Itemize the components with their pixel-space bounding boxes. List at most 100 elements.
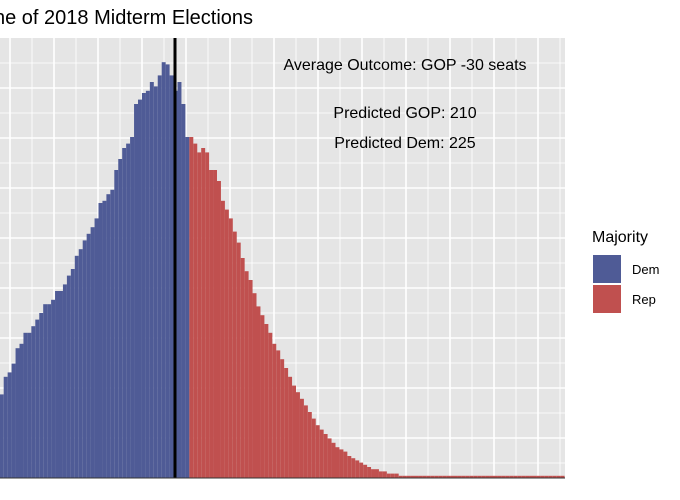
histogram-bar-dem [165,64,170,479]
histogram-bar-rep [351,458,356,478]
histogram-bars [0,62,565,479]
histogram-bar-dem [138,99,142,478]
legend: Majority Dem Rep [592,229,659,313]
histogram-bar-rep [536,475,541,478]
histogram-bar-rep [264,324,269,478]
histogram-bar-rep [418,475,423,478]
histogram-bar-rep [529,475,533,478]
average-outcome-annotation: Average Outcome: GOP -30 seats [283,57,526,74]
histogram-bar-dem [118,159,123,478]
histogram-bar-dem [169,75,174,479]
histogram-bar-rep [465,475,470,478]
histogram-bar-dem [27,332,32,478]
histogram-bar-dem [3,376,8,478]
histogram-bar-rep [406,475,411,478]
histogram-bar-rep [544,475,549,478]
histogram-bar-dem [161,62,166,478]
histogram-bar-rep [272,343,277,478]
histogram-bar-dem [94,218,99,478]
histogram-bar-rep [201,148,206,478]
histogram-bar-rep [268,332,273,478]
histogram-bar-rep [390,473,395,478]
histogram-bar-dem [114,170,119,478]
histogram-bar-dem [74,255,79,478]
histogram-bar-dem [78,249,83,478]
histogram-bar-rep [256,306,261,478]
histogram-bar-rep [292,385,296,478]
predicted-gop-annotation: Predicted GOP: 210 [333,105,476,122]
histogram-bar-dem [59,291,63,478]
histogram-bar-rep [481,475,486,478]
histogram-bar-rep [509,475,514,478]
histogram-bar-rep [319,429,324,478]
histogram-bar-rep [497,475,502,478]
histogram-bar-rep [454,475,458,478]
histogram-bar-rep [343,451,348,478]
histogram-bar-rep [560,475,565,478]
histogram-bar-rep [442,475,447,478]
histogram-bar-dem [51,299,56,478]
histogram-bar-rep [402,475,407,478]
histogram-bar-dem [15,348,20,478]
histogram-bar-rep [521,475,526,478]
histogram-bar-rep [197,152,202,478]
histogram-bar-dem [66,275,71,478]
predicted-dem-annotation: Predicted Dem: 225 [334,135,476,152]
histogram-bar-rep [299,398,304,478]
histogram-bar-rep [386,473,391,478]
histogram-bar-dem [31,326,36,478]
histogram-bar-rep [323,434,328,478]
histogram-bar-rep [209,170,214,478]
histogram-bar-rep [375,469,379,478]
histogram-bar-dem [43,304,48,478]
histogram-bar-rep [513,475,518,478]
histogram-bar-rep [552,475,557,478]
histogram-bar-rep [485,475,490,478]
histogram-bar-rep [252,293,257,478]
legend-label-rep: Rep [632,292,656,307]
histogram-bar-rep [501,475,506,478]
histogram-bar-rep [371,469,375,478]
histogram-bar-rep [276,350,281,478]
histogram-bar-dem [145,90,150,479]
histogram-bar-dem [181,104,186,478]
histogram-bar-dem [70,269,75,478]
histogram-bar-rep [327,438,332,478]
histogram-bar-dem [122,148,127,478]
histogram-bar-rep [422,475,427,478]
histogram-bar-dem [19,343,24,478]
histogram-bar-dem [62,284,67,478]
histogram-bar-rep [193,143,198,478]
histogram-bar-dem [0,394,4,478]
histogram-bar-dem [130,137,135,478]
histogram-bar-rep [556,475,561,478]
histogram-bar-rep [303,405,308,478]
histogram-bar-rep [525,475,530,478]
histogram-bar-rep [477,475,482,478]
legend-swatch-dem [593,255,621,283]
histogram-bar-rep [244,271,249,478]
histogram-bar-rep [367,467,372,478]
histogram-bar-dem [39,313,44,478]
histogram-bar-rep [359,462,364,478]
histogram-bar-rep [540,475,545,478]
histogram-bar-rep [311,418,316,478]
histogram-bar-dem [141,93,146,478]
histogram-bar-rep [347,456,352,478]
histogram-bar-rep [398,475,403,478]
histogram-bar-rep [430,475,435,478]
histogram-bar-dem [90,227,95,478]
histogram-bar-rep [469,475,474,478]
histogram-bar-rep [410,475,415,478]
histogram-bar-dem [177,82,182,478]
histogram-bar-rep [382,471,387,478]
histogram-bar-rep [548,475,553,478]
histogram-bar-dem [82,240,87,478]
histogram-bar-dem [149,82,154,478]
histogram-bar-rep [457,475,462,478]
histogram-bar-rep [335,447,340,478]
legend-title: Majority [592,229,648,246]
histogram-bar-rep [189,137,194,478]
histogram-bar-rep [438,475,443,478]
